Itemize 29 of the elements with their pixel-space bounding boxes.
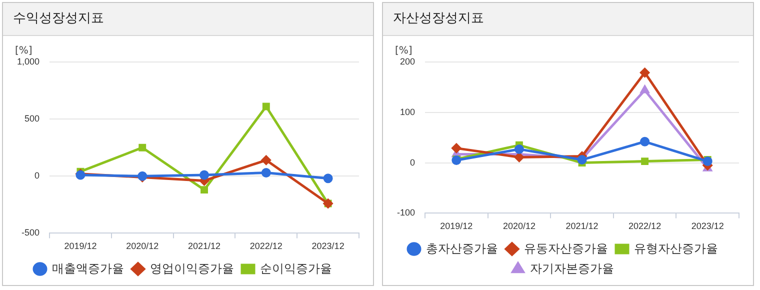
y-tick-label: -500 (22, 228, 40, 238)
y-tick-label: 0 (34, 170, 40, 181)
x-tick-label: 2022/12 (250, 241, 282, 252)
x-tick-label: 2019/12 (64, 241, 97, 252)
y-tick-label: 500 (24, 114, 40, 124)
legend-label: 매출액증가율 (52, 261, 124, 276)
x-tick-label: 2020/12 (502, 221, 536, 232)
x-tick-label: 2019/12 (440, 221, 473, 232)
legend-label: 총자산증가율 (426, 241, 498, 256)
y-tick-label: 100 (400, 106, 416, 117)
x-tick-label: 2023/12 (312, 241, 344, 252)
chart-title: 자산성장성지표 (383, 3, 753, 36)
legend-label: 영업이익증가율 (150, 261, 234, 276)
legend-label: 순이익증가율 (260, 261, 332, 276)
x-tick-label: 2021/12 (566, 221, 598, 232)
y-axis-title: [%] (15, 46, 32, 57)
y-axis-title: [%] (395, 46, 412, 57)
x-tick-label: 2020/12 (126, 241, 159, 252)
x-tick-label: 2022/12 (628, 221, 662, 232)
legend-label: 유형자산증가율 (634, 241, 718, 256)
y-tick-label: 0 (410, 157, 416, 168)
y-tick-label: 200 (400, 56, 416, 66)
legend-label: 자기자본증가율 (530, 261, 614, 276)
x-tick-label: 2023/12 (691, 221, 724, 232)
x-tick-label: 2021/12 (188, 241, 221, 252)
legend-label: 유동자산증가율 (524, 241, 608, 256)
chart-title: 수익성장성지표 (3, 3, 373, 36)
y-tick-label: 1,000 (16, 56, 40, 66)
y-tick-label: -100 (397, 208, 416, 218)
